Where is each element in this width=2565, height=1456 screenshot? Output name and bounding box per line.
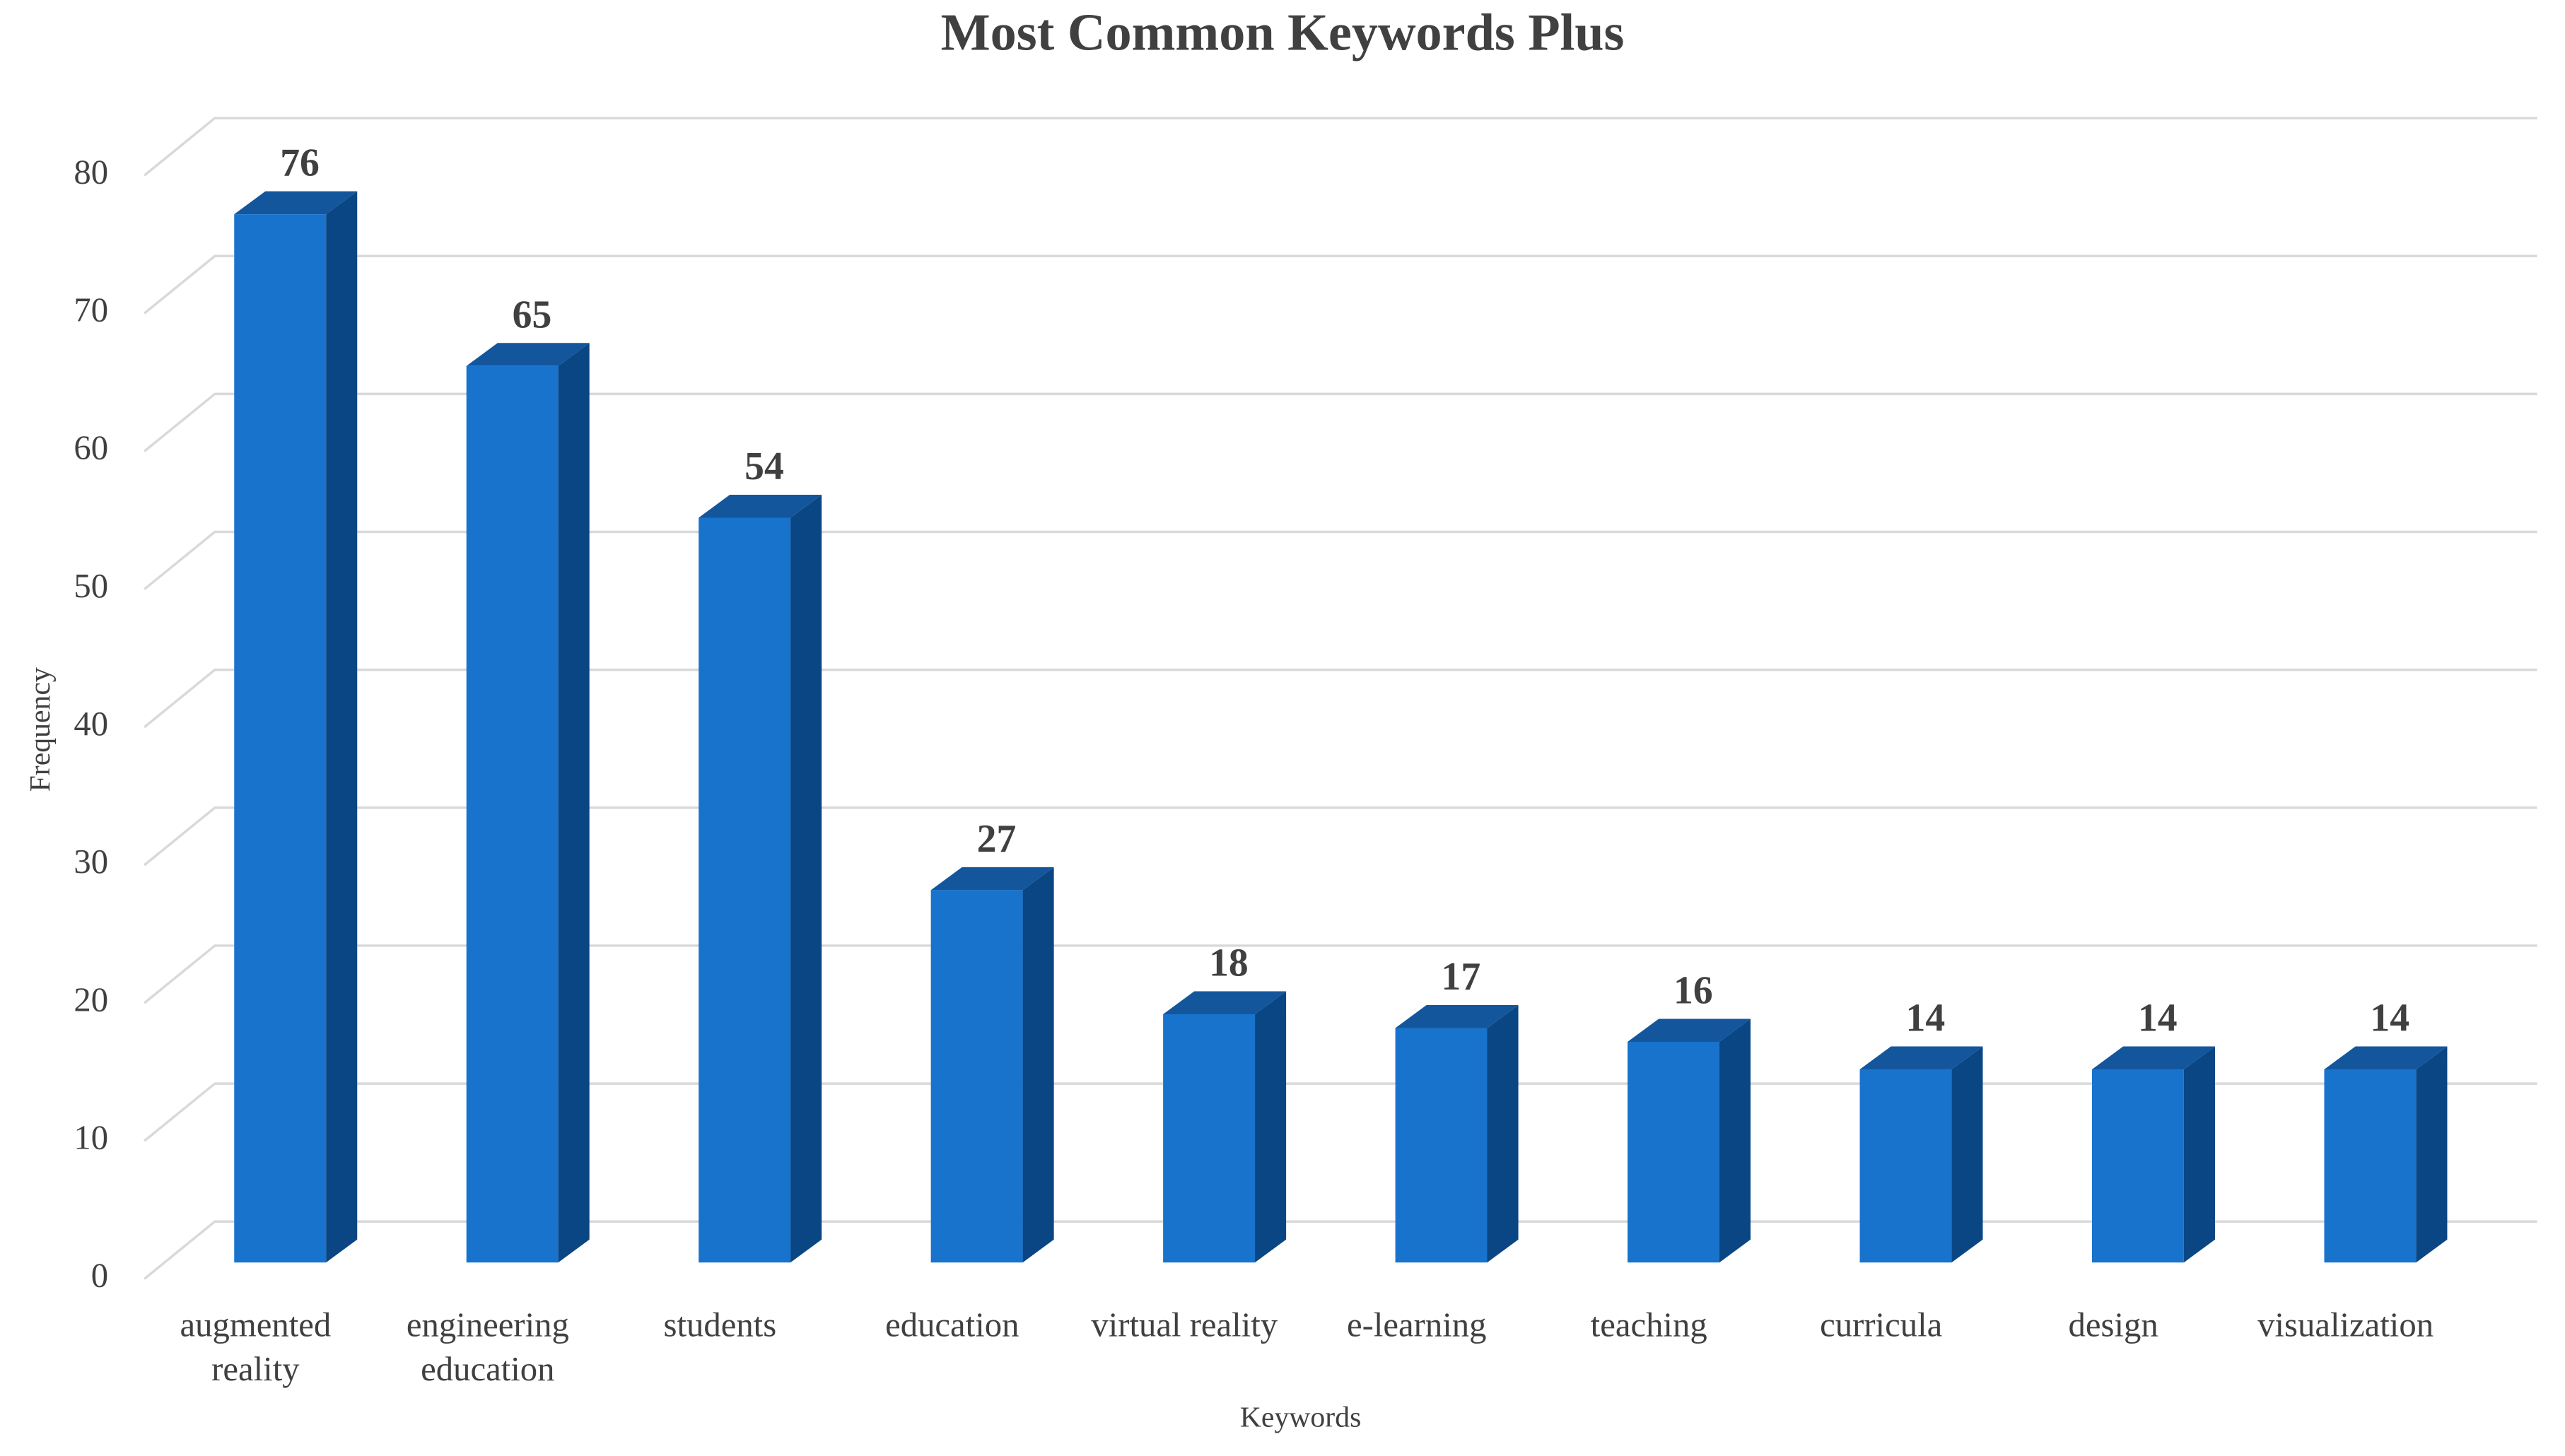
grid-line bbox=[144, 117, 2537, 177]
grid-line bbox=[144, 806, 2537, 867]
value-label: 14 bbox=[2370, 997, 2409, 1040]
value-label: 17 bbox=[1442, 955, 1481, 999]
x-tick-label-box: virtual reality bbox=[1091, 1305, 1278, 1345]
value-label: 27 bbox=[977, 817, 1017, 861]
x-tick-label-box: engineering education bbox=[406, 1305, 569, 1389]
y-tick-label: 0 bbox=[91, 1257, 108, 1295]
x-tick-label: students bbox=[663, 1305, 777, 1345]
value-label: 76 bbox=[280, 141, 320, 185]
bar bbox=[234, 191, 358, 1263]
x-axis-title: Keywords bbox=[1240, 1401, 1362, 1433]
bar-top bbox=[1628, 1018, 1751, 1042]
y-tick-label: 40 bbox=[74, 705, 108, 743]
bar bbox=[1395, 1004, 1519, 1263]
bar-side bbox=[2416, 1046, 2448, 1263]
bar bbox=[699, 494, 822, 1263]
x-tick-label-box: education bbox=[885, 1305, 1019, 1345]
bar-front bbox=[234, 214, 327, 1263]
chart-title: Most Common Keywords Plus bbox=[941, 4, 1625, 61]
grid-line bbox=[144, 1082, 2537, 1142]
x-tick-label: curricula bbox=[1820, 1305, 1943, 1345]
bar-top bbox=[466, 343, 590, 366]
bar-top bbox=[930, 867, 1054, 891]
bar-side bbox=[1951, 1046, 1983, 1263]
bar-side bbox=[1719, 1018, 1751, 1263]
x-tick-label-box: visualization bbox=[2257, 1305, 2434, 1345]
y-tick-label: 10 bbox=[74, 1118, 108, 1156]
x-tick-label: augmented reality bbox=[180, 1305, 332, 1389]
x-tick-label: e-learning bbox=[1347, 1305, 1487, 1345]
bar-front bbox=[930, 890, 1023, 1263]
y-tick-label: 20 bbox=[74, 980, 108, 1018]
grid-line bbox=[144, 1220, 2537, 1280]
x-tick-label: design bbox=[2068, 1305, 2158, 1345]
bar-side bbox=[2183, 1046, 2215, 1263]
x-tick-label: engineering education bbox=[406, 1305, 569, 1389]
x-tick-label: teaching bbox=[1590, 1305, 1707, 1345]
bar-side bbox=[326, 191, 358, 1263]
bar-top bbox=[699, 494, 822, 518]
x-tick-label-box: e-learning bbox=[1347, 1305, 1487, 1345]
x-tick-label-box: teaching bbox=[1590, 1305, 1707, 1345]
bar bbox=[1859, 1046, 1983, 1263]
bar-front bbox=[1628, 1041, 1719, 1263]
y-tick-label: 80 bbox=[74, 153, 108, 191]
bar-top bbox=[2324, 1046, 2448, 1070]
y-tick-label: 70 bbox=[74, 291, 108, 329]
x-tick-label-box: students bbox=[663, 1305, 777, 1345]
bar-top bbox=[1859, 1046, 1983, 1070]
bar bbox=[1628, 1018, 1751, 1263]
bar-front bbox=[466, 365, 559, 1263]
bar-top bbox=[1395, 1004, 1519, 1028]
bar-front bbox=[2092, 1069, 2184, 1263]
grid-line bbox=[144, 392, 2537, 452]
bar-side bbox=[558, 343, 590, 1263]
value-label: 54 bbox=[744, 445, 784, 488]
bar-front bbox=[1859, 1069, 1952, 1263]
x-tick-label: visualization bbox=[2257, 1305, 2434, 1345]
bar bbox=[2092, 1046, 2215, 1263]
x-tick-label-box: design bbox=[2068, 1305, 2158, 1345]
bar bbox=[1163, 991, 1287, 1263]
y-tick-label: 60 bbox=[74, 429, 108, 467]
grid-line bbox=[144, 944, 2537, 1004]
bar-front bbox=[699, 517, 791, 1263]
y-axis-title: Frequency bbox=[24, 667, 57, 792]
y-tick-label: 50 bbox=[74, 567, 108, 605]
x-tick-label: education bbox=[885, 1305, 1019, 1345]
bar bbox=[466, 343, 590, 1263]
x-tick-label-box: curricula bbox=[1820, 1305, 1943, 1345]
bar-top bbox=[1163, 991, 1287, 1014]
bar-side bbox=[790, 494, 822, 1263]
bar-top bbox=[234, 191, 358, 215]
y-tick-label: 30 bbox=[74, 843, 108, 881]
grid-line bbox=[144, 530, 2537, 591]
x-tick-label: virtual reality bbox=[1091, 1305, 1278, 1345]
grid-line bbox=[144, 668, 2537, 729]
grid-line bbox=[144, 254, 2537, 315]
bar bbox=[2324, 1046, 2448, 1263]
x-tick-label-box: augmented reality bbox=[180, 1305, 332, 1389]
value-label: 14 bbox=[2138, 997, 2178, 1040]
value-label: 18 bbox=[1209, 941, 1249, 985]
bar-front bbox=[1163, 1014, 1256, 1263]
bar-front bbox=[1395, 1028, 1488, 1263]
bar bbox=[930, 867, 1054, 1263]
value-label: 16 bbox=[1673, 968, 1713, 1012]
bar-side bbox=[1022, 867, 1054, 1263]
bar-front bbox=[2324, 1069, 2417, 1263]
value-label: 65 bbox=[513, 293, 552, 336]
bar-top bbox=[2092, 1046, 2215, 1070]
value-label: 14 bbox=[1905, 997, 1945, 1040]
bar-side bbox=[1255, 991, 1287, 1263]
bar-side bbox=[1487, 1004, 1519, 1263]
